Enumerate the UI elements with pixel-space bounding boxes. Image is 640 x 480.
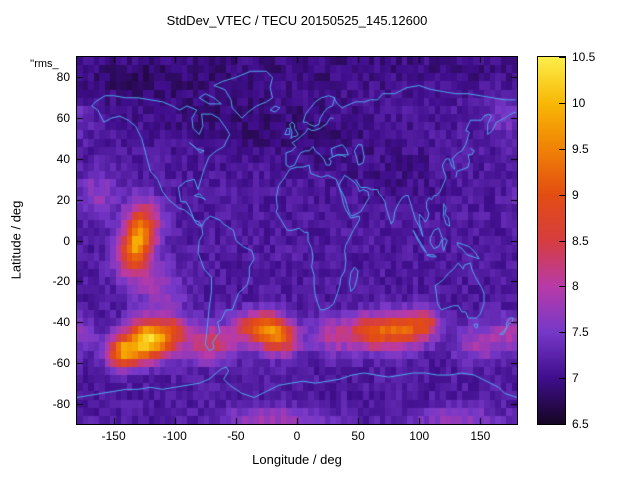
colorbar-tick-label: 7.5	[572, 325, 589, 340]
x-tick-label: 0	[293, 429, 301, 443]
heatmap-canvas	[76, 56, 518, 425]
colorbar-tick-mark	[559, 149, 565, 150]
colorbar-tick-mark	[559, 57, 565, 58]
colorbar-tick-mark	[559, 332, 565, 333]
x-axis-label: Longitude / deg	[252, 452, 342, 467]
y-tick-label: 60	[56, 111, 70, 126]
x-tick-label: -100	[162, 429, 187, 443]
colorbar-tick-label: 9.5	[572, 141, 589, 156]
y-tick-label: -40	[52, 315, 70, 330]
colorbar-tick-label: 7	[572, 371, 579, 386]
y-axis-label: Latitude / deg	[8, 200, 24, 280]
colorbar-tick-mark	[559, 378, 565, 379]
x-tick-label: 150	[470, 429, 491, 443]
y-tick-label: 40	[56, 151, 70, 166]
y-tick-label: 0	[63, 233, 70, 248]
y-tick-label: -20	[52, 274, 70, 289]
colorbar-tick-label: 8.5	[572, 233, 589, 248]
y-tick-label: 80	[56, 70, 70, 85]
x-tick-label: 100	[409, 429, 430, 443]
colorbar-tick-mark	[559, 241, 565, 242]
x-tick-label: -50	[227, 429, 245, 443]
colorbar-tick-label: 8	[572, 279, 579, 294]
colorbar-tick-mark	[559, 195, 565, 196]
colorbar-tick-label: 9	[572, 187, 579, 202]
colorbar-tick-label: 10.5	[572, 50, 596, 64]
colorbar-tick-mark	[559, 103, 565, 104]
plot-title: StdDev_VTEC / TECU 20150525_145.12600	[166, 13, 428, 28]
y-tick-label: -80	[52, 396, 70, 411]
x-tick-label: 50	[351, 429, 365, 443]
x-tick-label: -150	[101, 429, 126, 443]
colorbar-tick-mark	[559, 286, 565, 287]
colorbar-tick-label: 6.5	[572, 417, 589, 431]
stray-rms-label: ''rms_	[30, 58, 59, 70]
colorbar-tick-mark	[559, 424, 565, 425]
colorbar-gradient	[537, 56, 566, 425]
y-tick-label: -60	[52, 355, 70, 370]
colorbar-tick-label: 10	[572, 95, 586, 110]
y-tick-label: 20	[56, 192, 70, 207]
